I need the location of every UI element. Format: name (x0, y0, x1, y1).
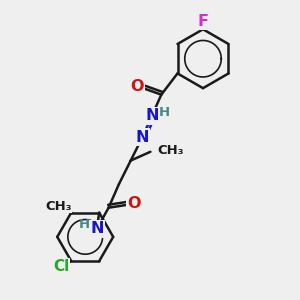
Text: F: F (197, 14, 208, 28)
Text: Cl: Cl (53, 259, 69, 274)
Text: O: O (128, 196, 141, 211)
Text: N: N (145, 108, 159, 123)
Text: CH₃: CH₃ (157, 144, 184, 157)
Text: H: H (159, 106, 170, 119)
Text: O: O (130, 79, 143, 94)
Text: N: N (90, 221, 104, 236)
Text: H: H (79, 218, 90, 231)
Text: N: N (136, 130, 149, 145)
Text: CH₃: CH₃ (45, 200, 71, 213)
